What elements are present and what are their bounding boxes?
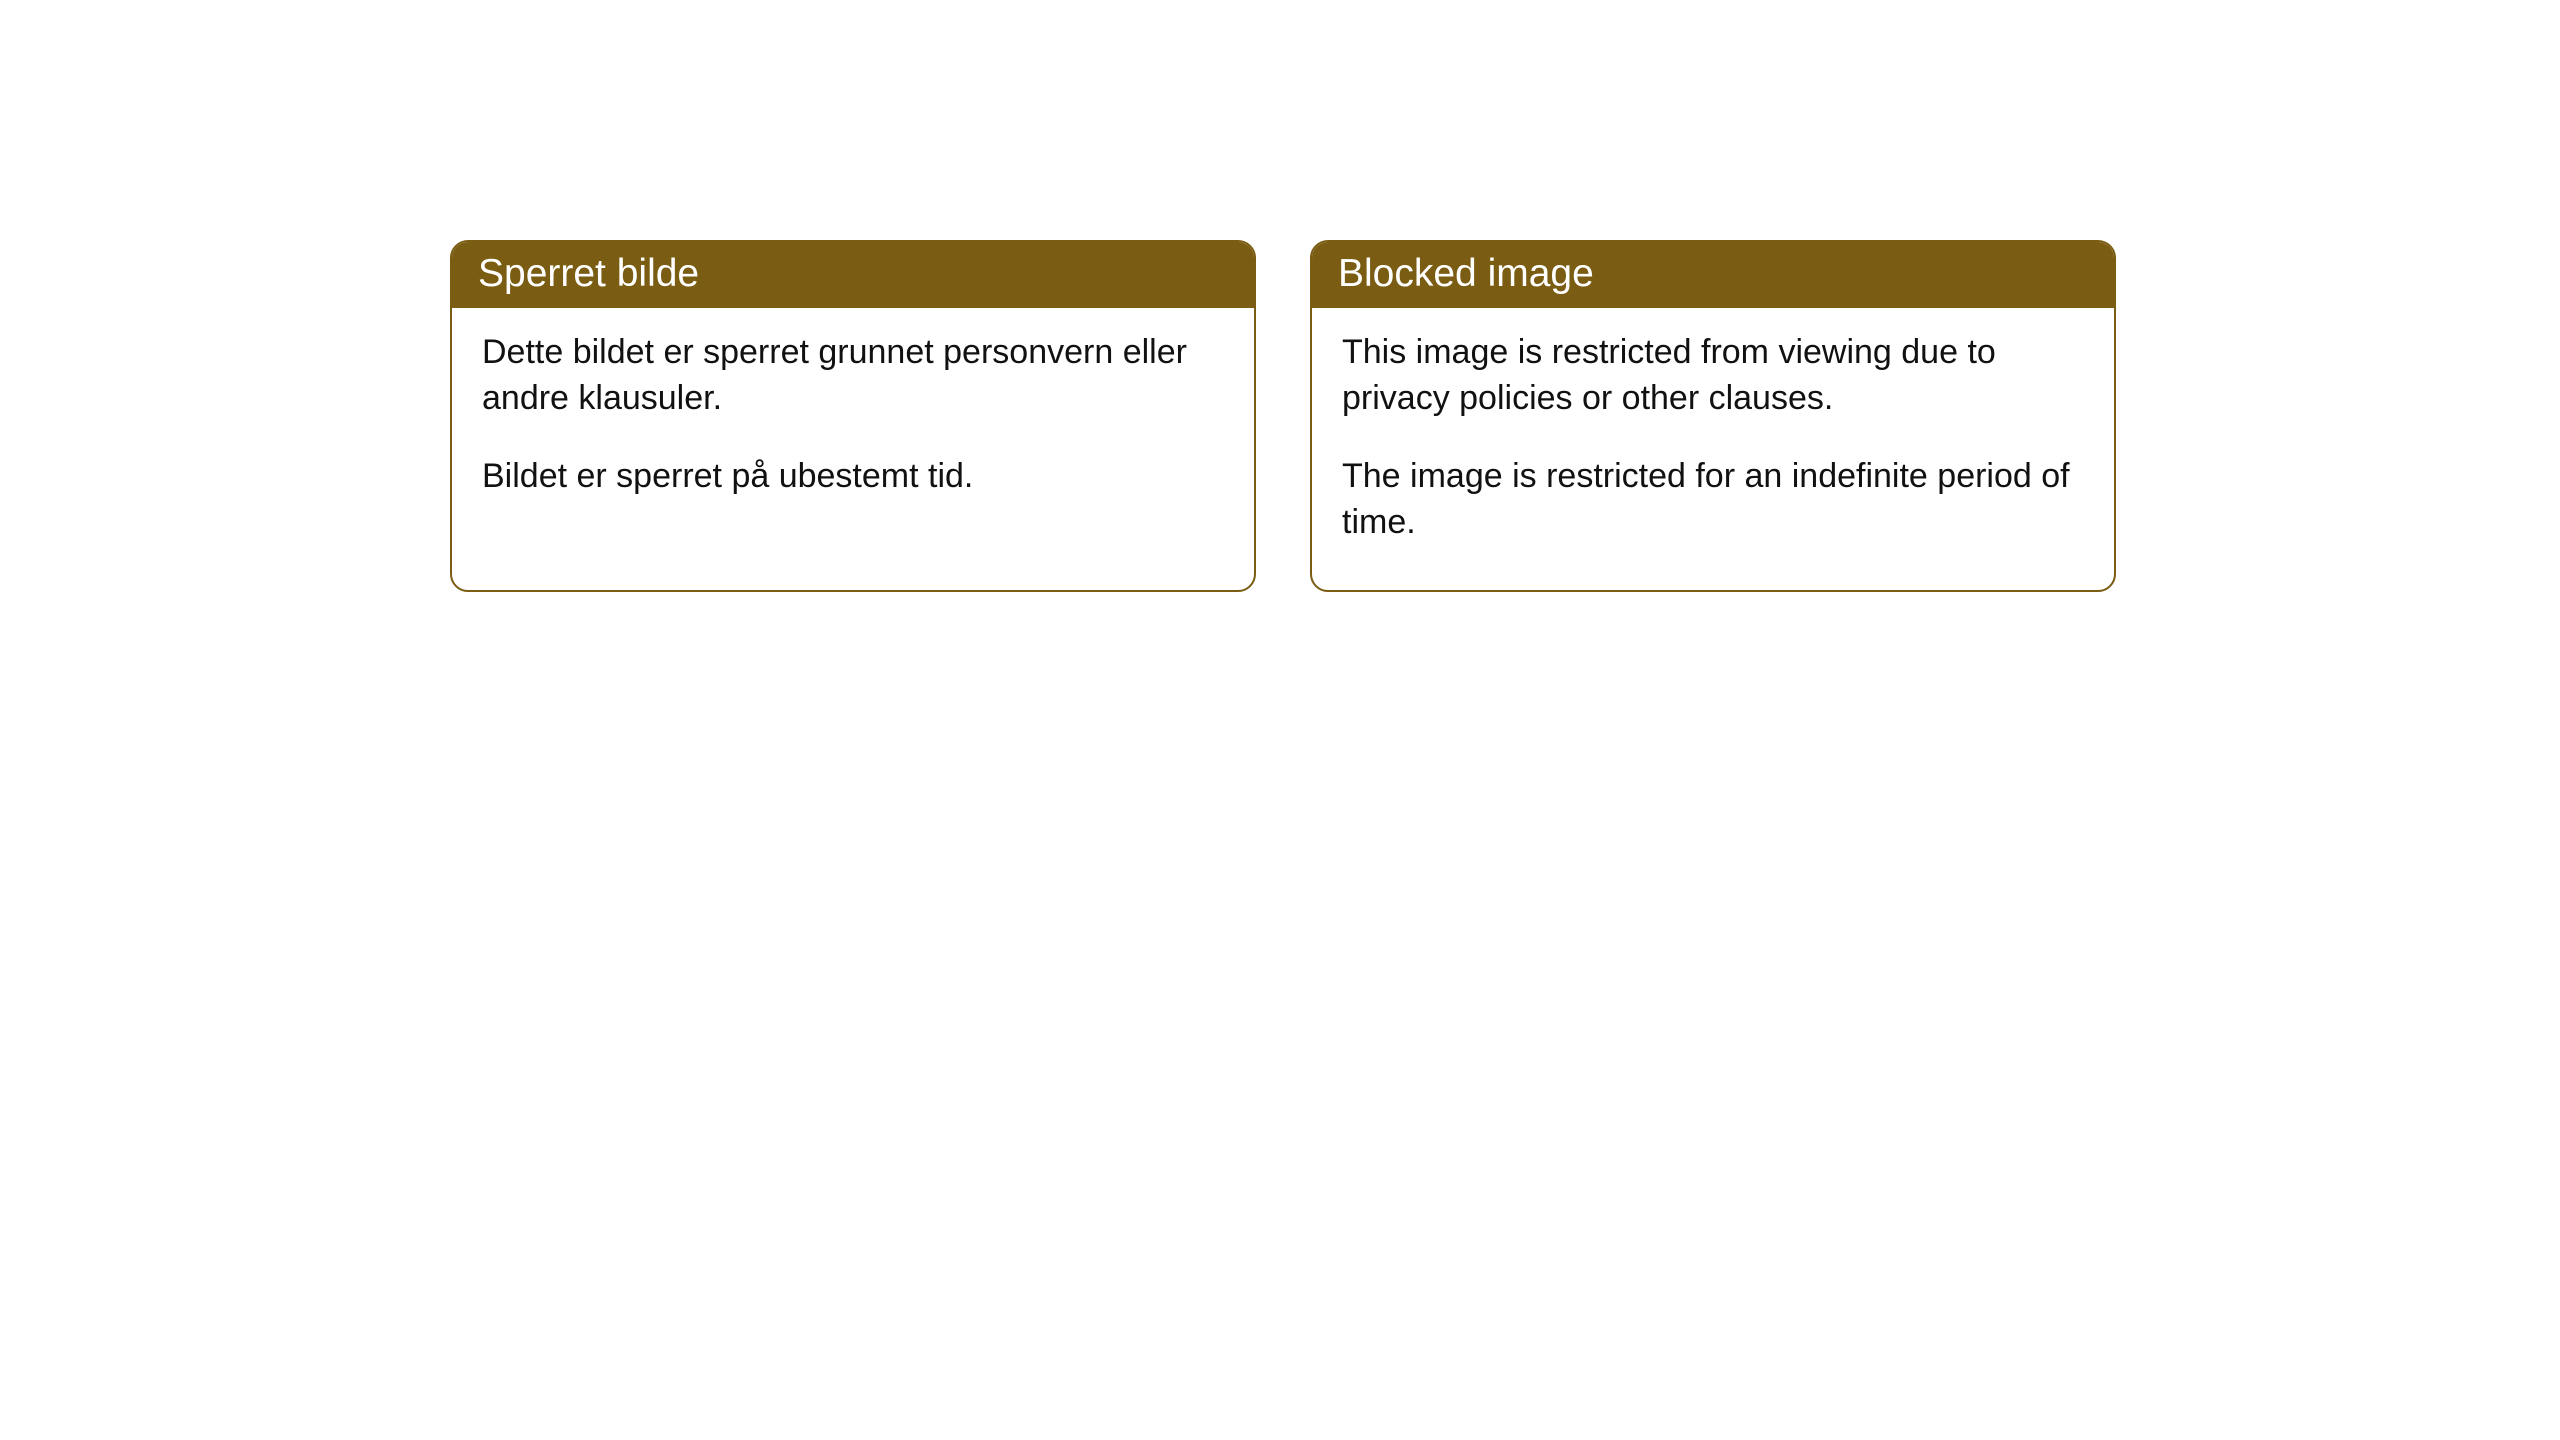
card-paragraph: This image is restricted from viewing du… <box>1342 330 2084 422</box>
notice-card-english: Blocked image This image is restricted f… <box>1310 240 2116 592</box>
card-paragraph: The image is restricted for an indefinit… <box>1342 454 2084 546</box>
notice-cards-container: Sperret bilde Dette bildet er sperret gr… <box>450 240 2116 592</box>
card-body: This image is restricted from viewing du… <box>1312 308 2114 590</box>
notice-card-norwegian: Sperret bilde Dette bildet er sperret gr… <box>450 240 1256 592</box>
card-header: Sperret bilde <box>452 242 1254 308</box>
card-body: Dette bildet er sperret grunnet personve… <box>452 308 1254 544</box>
card-header: Blocked image <box>1312 242 2114 308</box>
card-paragraph: Bildet er sperret på ubestemt tid. <box>482 454 1224 500</box>
card-paragraph: Dette bildet er sperret grunnet personve… <box>482 330 1224 422</box>
